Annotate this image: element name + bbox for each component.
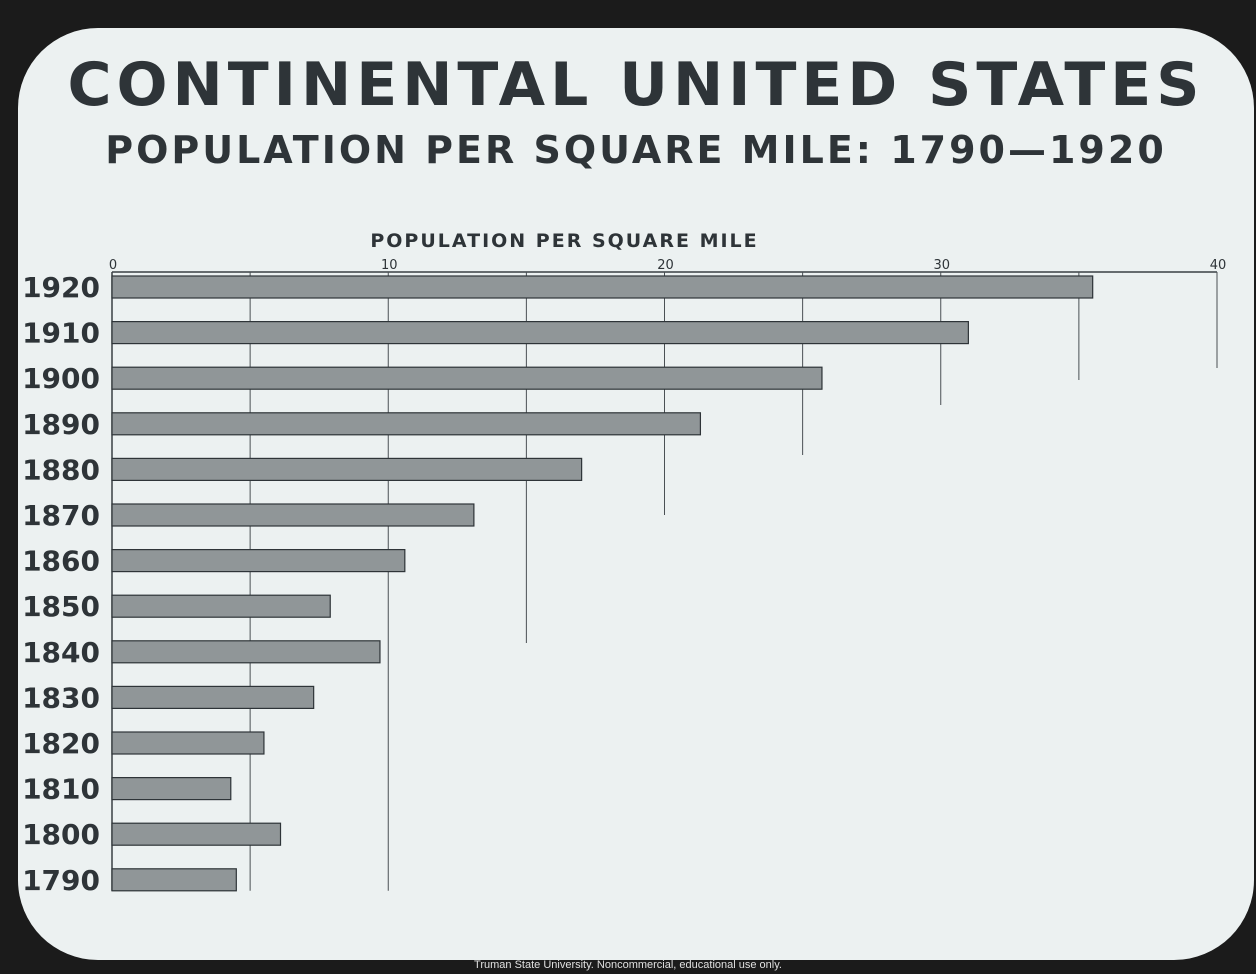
x-axis-label: POPULATION PER SQUARE MILE [370, 230, 758, 252]
bar-1880 [111, 457, 583, 481]
chart-title: CONTINENTAL UNITED STATES [67, 50, 1205, 120]
category-label: 1890 [22, 408, 100, 441]
category-label: 1850 [22, 590, 100, 623]
bar-1850 [111, 594, 331, 618]
bar-1900 [111, 366, 823, 390]
bar-1840 [111, 640, 381, 664]
bar-1860 [111, 548, 406, 573]
x-tick-label: 10 [381, 258, 398, 273]
credit-line: Truman State University. Noncommercial, … [474, 959, 782, 971]
category-label: 1840 [22, 636, 100, 669]
x-tick-label: 0 [109, 258, 117, 273]
bar-1820 [111, 731, 265, 755]
category-label: 1900 [22, 362, 100, 395]
category-label: 1920 [22, 271, 100, 304]
bar-1790 [111, 868, 237, 892]
bar-1800 [111, 822, 282, 846]
category-label: 1820 [22, 727, 100, 760]
category-label: 1880 [22, 453, 100, 486]
category-label: 1810 [22, 773, 100, 806]
bar-1890 [111, 412, 702, 436]
category-label: 1830 [22, 681, 100, 714]
bar-1870 [111, 503, 475, 527]
lantern-slide: CONTINENTAL UNITED STATES POPULATION PER… [18, 28, 1254, 960]
bar-1830 [111, 685, 315, 710]
category-label: 1910 [22, 317, 100, 350]
bar-1910 [111, 321, 969, 345]
bar-1810 [111, 776, 232, 801]
category-label: 1870 [22, 499, 100, 532]
x-tick-label: 40 [1210, 258, 1227, 273]
category-label: 1860 [22, 545, 100, 578]
x-tick-label: 30 [933, 258, 950, 273]
category-label: 1790 [22, 864, 100, 897]
bar-1920 [111, 275, 1094, 299]
chart-subtitle: POPULATION PER SQUARE MILE: 1790—1920 [105, 128, 1167, 172]
category-label: 1800 [22, 818, 100, 851]
x-tick-label: 20 [657, 258, 674, 273]
